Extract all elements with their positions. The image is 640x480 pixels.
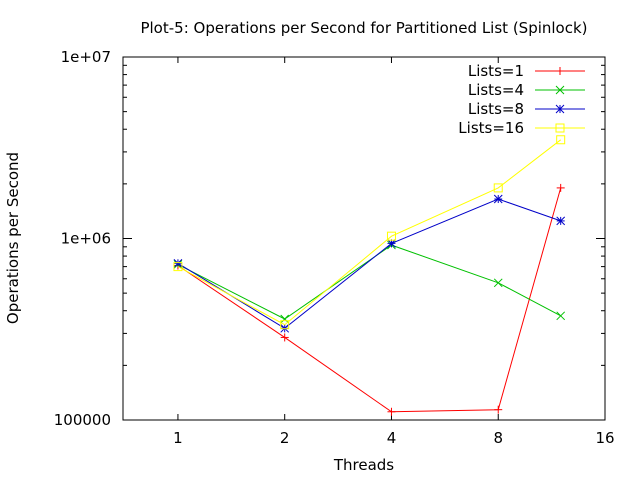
legend-marker <box>555 104 565 114</box>
data-point <box>556 216 566 226</box>
series-line <box>177 198 561 329</box>
y-axis-label: Operations per Second <box>4 152 22 324</box>
series-line <box>177 244 561 320</box>
data-point <box>386 231 396 241</box>
data-point <box>494 405 503 414</box>
axes: 1 2 4 8 16 100000 1e+06 1e+07 <box>54 48 615 447</box>
data-point <box>387 407 396 416</box>
legend-marker <box>556 67 564 75</box>
series-line <box>177 139 562 326</box>
data-point <box>493 183 503 193</box>
y-tick-label: 100000 <box>54 411 111 429</box>
series-lists-16 <box>173 135 566 330</box>
data-point <box>556 183 565 192</box>
x-tick-label: 8 <box>493 429 503 447</box>
data-point <box>280 314 290 324</box>
data-point <box>280 333 289 342</box>
series-group <box>173 135 566 416</box>
chart-title: Plot-5: Operations per Second for Partit… <box>140 19 587 37</box>
legend-label: Lists=16 <box>458 119 524 137</box>
data-point <box>387 239 396 248</box>
series-lists-4 <box>173 240 566 324</box>
data-point <box>493 194 503 204</box>
data-point <box>556 311 566 321</box>
data-point <box>280 320 290 330</box>
series-lists-1 <box>173 183 565 416</box>
x-tick-label: 2 <box>280 429 290 447</box>
series-line <box>177 187 562 413</box>
plot-frame <box>122 56 606 421</box>
x-tick-label: 4 <box>387 429 397 447</box>
x-tick-label: 1 <box>173 429 183 447</box>
legend-label: Lists=4 <box>468 81 524 99</box>
data-point <box>556 135 566 145</box>
legend-marker <box>555 123 565 133</box>
x-tick-label: 16 <box>595 429 614 447</box>
x-axis-label: Threads <box>333 456 394 474</box>
data-point <box>173 258 183 268</box>
legend-label: Lists=1 <box>468 62 524 80</box>
data-point <box>173 262 183 272</box>
y-tick-label: 1e+07 <box>61 48 111 66</box>
y-tick-label: 1e+06 <box>61 230 111 248</box>
legend-marker <box>555 85 565 95</box>
legend-label: Lists=8 <box>468 100 524 118</box>
data-point <box>493 278 503 288</box>
series-lists-8 <box>173 194 566 333</box>
